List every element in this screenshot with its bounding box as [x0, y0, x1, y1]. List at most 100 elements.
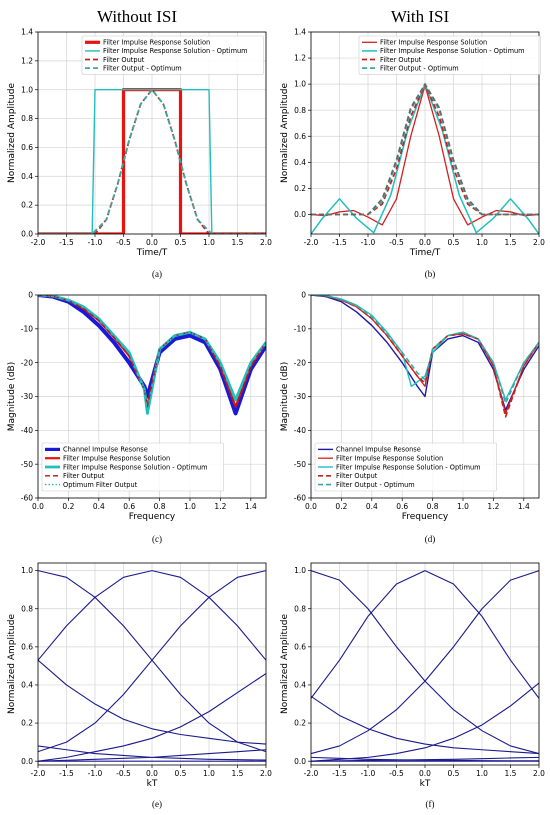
x-tick-label: 0.6 [396, 502, 408, 511]
x-tick-label: -0.5 [116, 238, 131, 247]
y-tick-label: 0.6 [294, 132, 306, 141]
y-tick-label: -40 [294, 426, 306, 435]
x-axis-label: Time/T [409, 248, 441, 258]
y-tick-label: 0.2 [21, 719, 33, 728]
x-tick-label: 1.0 [476, 769, 488, 778]
legend-box [41, 442, 224, 492]
series-line-5 [38, 295, 266, 415]
axes-frame [310, 294, 540, 499]
x-tick-label: 1.0 [203, 238, 215, 247]
x-axis-label: kT [420, 779, 431, 789]
chart-panel-e: -2.0 -1.5 -1.0 -0.5 0.0 0.5 1.0 1.5 2.0 0.0 0.2 0.4… [7, 562, 272, 809]
series-line-5 [311, 83, 539, 216]
y-tick-label: 0.0 [21, 230, 33, 239]
y-tick-label: 1.4 [294, 28, 306, 37]
y-tick-label: 0.8 [294, 604, 306, 613]
y-tick-label: 0.4 [21, 681, 33, 690]
series-line-4 [311, 695, 539, 755]
series-line-4 [311, 295, 539, 418]
x-tick-label: 0.5 [175, 769, 187, 778]
x-tick-label: 0.8 [427, 502, 439, 511]
panel-caption: (a) [152, 269, 162, 279]
legend-label: Filter Output [380, 56, 422, 64]
x-tick-label: 1.5 [505, 769, 517, 778]
y-tick-label: 0 [28, 291, 33, 300]
y-tick-label: 0.0 [294, 210, 306, 219]
x-tick-label: -2.0 [31, 769, 46, 778]
series-line-3 [38, 570, 266, 753]
y-axis-label: Magnitude (dB) [280, 362, 290, 431]
series-line-3 [311, 570, 539, 755]
axes-frame [310, 31, 540, 235]
x-tick-label: -2.0 [31, 238, 46, 247]
legend-label: Filter Impulse Response Solution - Optim… [103, 47, 248, 55]
x-tick-label: 0.0 [146, 238, 158, 247]
legend-label: Filter Output [336, 472, 378, 480]
panel-caption: (e) [152, 799, 162, 809]
y-axis-label: Normalized Amplitude [7, 614, 17, 714]
x-tick-label: 1.0 [203, 769, 215, 778]
x-tick-label: -1.0 [88, 238, 103, 247]
panels: -2.0 -1.5 -1.0 -0.5 0.0 0.5 1.0 1.5 2.0 0.0 0.2 0.4… [7, 28, 545, 809]
y-tick-label: -60 [294, 494, 306, 503]
legend-label: Filter Output - Optimum [336, 481, 415, 489]
y-tick-label: 1.0 [294, 80, 306, 89]
x-axis-label: Frequency [402, 512, 449, 522]
x-tick-label: 0.5 [175, 238, 187, 247]
axes-frame [37, 294, 267, 499]
x-tick-label: 0.0 [32, 502, 44, 511]
legend-label: Filter Impulse Response Solution [380, 39, 487, 47]
y-tick-label: 1.2 [294, 54, 306, 63]
y-tick-label: 1.2 [21, 56, 33, 65]
panel-caption: (c) [152, 534, 162, 544]
y-tick-label: 0.0 [21, 757, 33, 766]
series-line-2 [38, 570, 266, 661]
column-title-right: With ISI [391, 7, 450, 26]
y-tick-label: 0 [301, 291, 306, 300]
y-tick-label: 0.6 [21, 143, 33, 152]
x-tick-label: -1.0 [361, 238, 376, 247]
series-group [311, 295, 539, 418]
legend-label: Filter Output - Optimum [103, 64, 182, 72]
y-tick-label: 0.8 [294, 106, 306, 115]
y-tick-label: 0.8 [21, 604, 33, 613]
x-tick-label: 1.5 [232, 769, 244, 778]
y-tick-label: -30 [294, 392, 306, 401]
legend-label: Filter Output - Optimum [380, 64, 459, 72]
axes-frame [37, 31, 267, 235]
legend-box [81, 35, 264, 75]
y-tick-label: 0.4 [21, 172, 33, 181]
x-tick-label: -2.0 [304, 769, 319, 778]
x-tick-label: 2.0 [533, 769, 545, 778]
x-tick-label: -1.5 [59, 238, 74, 247]
y-tick-label: 0.4 [294, 681, 306, 690]
legend-label: Channel Impulse Resonse [336, 446, 421, 454]
series-line-4 [38, 659, 266, 745]
legend-box [314, 442, 497, 492]
x-tick-label: 2.0 [533, 238, 545, 247]
x-tick-label: 1.0 [476, 238, 488, 247]
y-tick-label: 0.6 [294, 642, 306, 651]
x-tick-label: -0.5 [116, 769, 131, 778]
x-tick-label: -1.0 [88, 769, 103, 778]
x-tick-label: 1.2 [487, 502, 499, 511]
x-tick-label: -1.5 [59, 769, 74, 778]
axes-frame [310, 562, 540, 766]
chart-panel-a: -2.0 -1.5 -1.0 -0.5 0.0 0.5 1.0 1.5 2.0 0.0 0.2 0.4… [7, 28, 272, 279]
series-line-1 [38, 295, 266, 416]
y-tick-label: 1.0 [294, 566, 306, 575]
panel-caption: (f) [426, 799, 435, 809]
y-tick-label: -20 [294, 358, 306, 367]
x-tick-label: 0.2 [335, 502, 347, 511]
x-tick-label: -0.5 [389, 769, 404, 778]
chart-panel-f: -2.0 -1.5 -1.0 -0.5 0.0 0.5 1.0 1.5 2.0 0.0 0.2 0.4… [280, 562, 545, 809]
series-line-4 [38, 295, 266, 408]
y-tick-label: 0.4 [294, 158, 306, 167]
legend-box [358, 35, 541, 75]
panel-caption: (b) [425, 269, 436, 279]
y-tick-label: -30 [21, 392, 33, 401]
legend-label: Filter Output [63, 472, 105, 480]
